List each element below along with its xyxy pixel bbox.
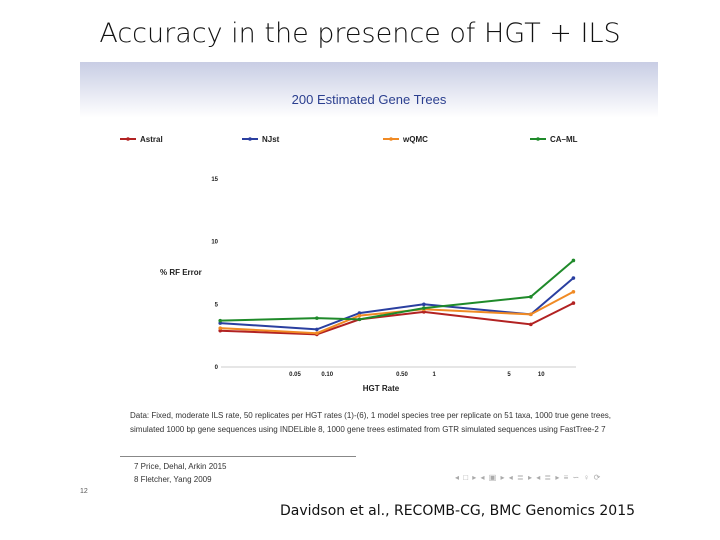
data-point — [422, 310, 426, 314]
data-point — [315, 331, 319, 335]
data-point — [315, 327, 319, 332]
y-tick-label: 0 — [215, 365, 219, 371]
data-point — [571, 301, 576, 305]
series-line-CA–ML — [220, 259, 575, 322]
data-caption: Data: Fixed, moderate ILS rate, 50 repli… — [130, 409, 611, 437]
data-point — [571, 258, 576, 263]
slide-title: Accuracy in the presence of HGT + ILS — [99, 18, 621, 49]
data-point — [529, 312, 533, 317]
data-point — [357, 317, 362, 322]
data-point — [218, 318, 223, 323]
series-line-wQMC — [220, 290, 574, 335]
y-tick-label: 5 — [215, 302, 219, 308]
series-line-NJst — [220, 277, 575, 331]
data-point — [315, 316, 319, 320]
x-tick-label: 5 — [507, 372, 511, 378]
x-axis-label: HGT Rate — [363, 384, 400, 393]
caption-line-1: Data: Fixed, moderate ILS rate, 50 repli… — [130, 411, 611, 420]
citation: Davidson et al., RECOMB-CG, BMC Genomics… — [280, 503, 636, 519]
data-point — [218, 326, 223, 330]
y-tick-label: 15 — [211, 177, 218, 183]
legend-marker — [126, 137, 130, 141]
chart-title: 200 Estimated Gene Trees — [291, 92, 447, 107]
caption-line-2: simulated 1000 bp gene sequences using I… — [130, 425, 606, 434]
legend-label: CA–ML — [550, 135, 578, 144]
beamer-navigation[interactable]: ◂ □ ▸ ◂ ▣ ▸ ◂ ≣ ▸ ◂ ≣ ▸ ≡ ∽ ♀ ⟳ — [455, 473, 602, 482]
page-number: 12 — [80, 488, 88, 495]
x-tick-label: 10 — [538, 372, 545, 378]
data-point — [422, 306, 426, 310]
data-point — [422, 302, 426, 307]
data-point — [571, 276, 576, 280]
x-tick-label: 0.10 — [321, 372, 333, 378]
y-tick-label: 10 — [211, 240, 218, 246]
legend-marker — [536, 137, 540, 141]
legend-label: wQMC — [402, 135, 428, 144]
footnote-8: 8 Fletcher, Yang 2009 — [134, 475, 212, 484]
x-tick-label: 1 — [433, 372, 437, 378]
footnote-divider — [120, 456, 356, 457]
data-point — [357, 313, 362, 318]
legend-marker — [389, 137, 393, 141]
legend-label: Astral — [140, 135, 163, 144]
x-tick-label: 0.50 — [396, 372, 408, 378]
data-point — [529, 295, 533, 299]
data-point — [529, 322, 533, 327]
footnote-7: 7 Price, Dehal, Arkin 2015 — [134, 462, 227, 471]
legend-marker — [248, 137, 252, 141]
x-tick-label: 0.05 — [289, 372, 301, 378]
data-point — [218, 321, 223, 325]
chart-header-band — [80, 62, 658, 118]
legend-label: NJst — [262, 135, 280, 144]
data-point — [218, 328, 223, 333]
data-point — [357, 311, 362, 315]
data-point — [571, 290, 576, 294]
y-axis-label: % RF Error — [160, 268, 202, 277]
series-line-Astral — [220, 302, 574, 336]
